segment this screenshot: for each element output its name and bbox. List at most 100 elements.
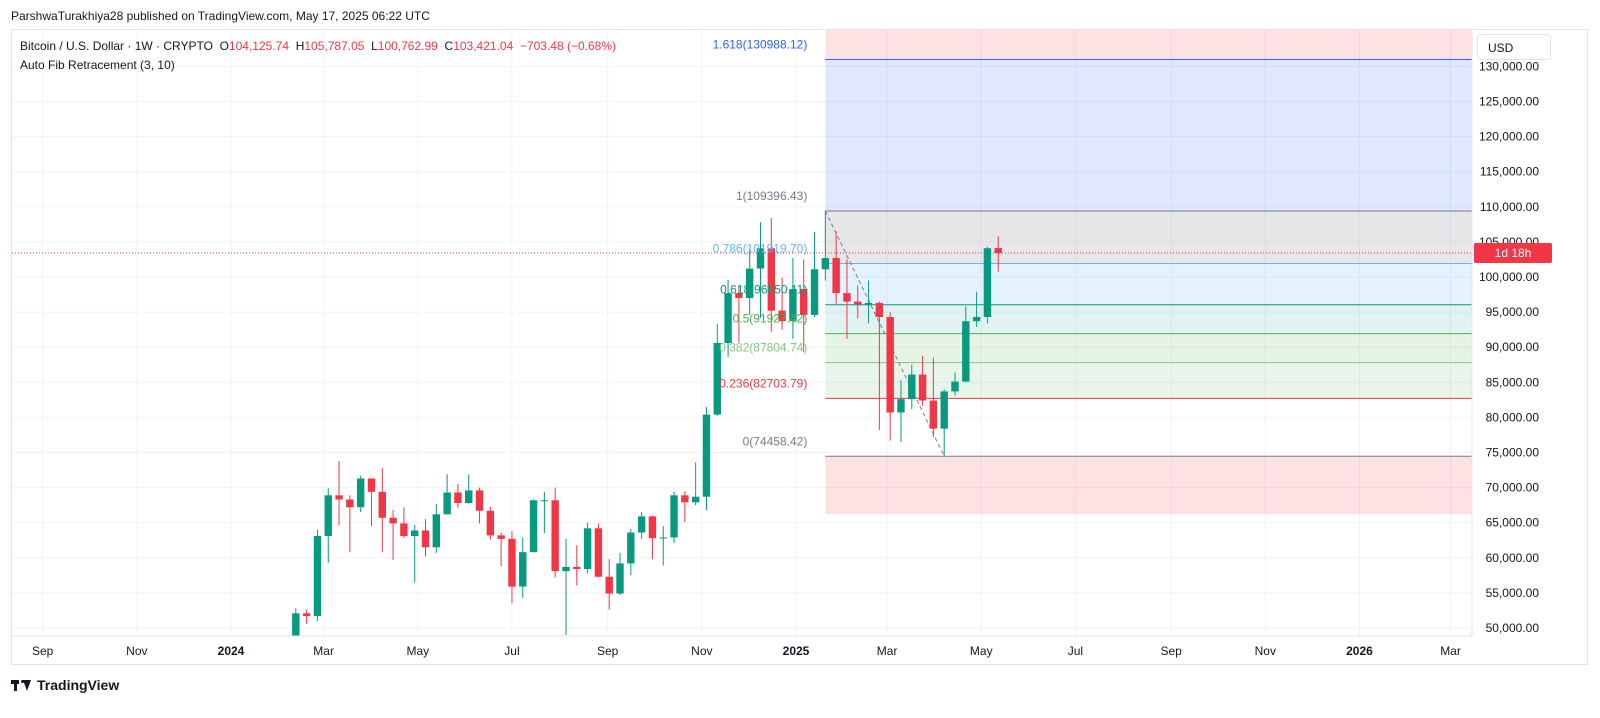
symbol-label[interactable]: Bitcoin / U.S. Dollar · 1W · CRYPTO xyxy=(20,39,213,53)
price-tick-label: 130,000.00 xyxy=(1479,59,1539,73)
candle[interactable] xyxy=(346,495,354,553)
candle[interactable] xyxy=(864,280,873,324)
candle[interactable] xyxy=(594,523,603,578)
candle[interactable] xyxy=(659,526,667,566)
candle[interactable] xyxy=(281,639,288,681)
candle[interactable] xyxy=(540,491,549,534)
fib-labels: 0(74458.42) 0.236(82703.79) 0.382(87804.74… xyxy=(713,37,808,448)
candle[interactable] xyxy=(389,510,397,560)
candle[interactable] xyxy=(994,236,1002,272)
candle-body xyxy=(918,374,927,401)
candle[interactable] xyxy=(724,279,732,358)
candle[interactable] xyxy=(302,609,311,624)
candle[interactable] xyxy=(313,529,322,621)
candle[interactable] xyxy=(475,487,484,524)
candle[interactable] xyxy=(854,285,862,319)
candle[interactable] xyxy=(713,324,721,416)
candlesticks[interactable] xyxy=(271,211,1002,686)
candle[interactable] xyxy=(832,231,840,304)
candle-body xyxy=(465,490,473,504)
candle[interactable] xyxy=(778,277,786,330)
candle[interactable] xyxy=(421,519,430,557)
candle[interactable] xyxy=(356,475,365,513)
candle[interactable] xyxy=(432,503,441,553)
candle[interactable] xyxy=(875,301,884,431)
candle[interactable] xyxy=(454,484,462,508)
candle[interactable] xyxy=(962,306,970,383)
candle[interactable] xyxy=(810,232,819,318)
candle[interactable] xyxy=(486,506,495,540)
candle[interactable] xyxy=(681,491,689,522)
candle[interactable] xyxy=(918,355,927,407)
fib-level-label: 0.786(101919.70) xyxy=(713,242,808,256)
candle[interactable] xyxy=(508,531,516,604)
candle-body xyxy=(972,317,981,322)
candle[interactable] xyxy=(562,538,570,636)
candle[interactable] xyxy=(292,608,300,644)
ohlc-legend[interactable]: Bitcoin / U.S. Dollar · 1W · CRYPTO O104… xyxy=(20,39,616,53)
currency-button[interactable]: USD xyxy=(1477,34,1551,60)
time-axis[interactable]: Sep Nov 2024 Mar May Jul Sep Nov 2025 Mar May Jul Se… xyxy=(12,635,1472,658)
candle[interactable] xyxy=(648,515,657,560)
candle[interactable] xyxy=(367,478,376,527)
candle[interactable] xyxy=(529,499,538,553)
time-tick-label: Nov xyxy=(1255,644,1276,658)
chart-frame[interactable] xyxy=(11,29,1588,665)
candle[interactable] xyxy=(400,507,408,539)
candle[interactable] xyxy=(465,474,473,504)
candle[interactable] xyxy=(735,285,743,343)
time-tick-label: Nov xyxy=(126,644,147,658)
candle[interactable] xyxy=(821,211,830,281)
candle[interactable] xyxy=(443,474,451,515)
candle[interactable] xyxy=(271,674,278,685)
candle[interactable] xyxy=(670,491,678,544)
price-tick-label: 70,000.00 xyxy=(1486,481,1540,495)
candle[interactable] xyxy=(411,524,419,583)
candle[interactable] xyxy=(324,488,332,563)
tradingview-footer[interactable]: TradingView xyxy=(11,677,119,693)
candle[interactable] xyxy=(886,312,894,441)
candle[interactable] xyxy=(800,259,808,353)
candle[interactable] xyxy=(972,291,981,327)
candle[interactable] xyxy=(605,559,613,610)
fib-trend-line xyxy=(824,210,945,457)
candle-body xyxy=(983,248,992,318)
candle[interactable] xyxy=(637,512,646,539)
candle[interactable] xyxy=(745,248,754,315)
candle[interactable] xyxy=(616,552,624,596)
candle[interactable] xyxy=(951,372,959,396)
candle[interactable] xyxy=(897,380,905,442)
fib-level-label: 0.618(96050.11) xyxy=(720,283,807,297)
candle[interactable] xyxy=(691,462,700,506)
candle[interactable] xyxy=(756,222,765,318)
candle-body xyxy=(897,399,905,413)
candle[interactable] xyxy=(583,522,592,574)
candle-body xyxy=(745,268,754,299)
candle[interactable] xyxy=(767,218,776,332)
candle[interactable] xyxy=(789,258,797,339)
candle[interactable] xyxy=(573,545,581,586)
indicator-legend[interactable]: Auto Fib Retracement (3, 10) xyxy=(20,58,175,72)
candle[interactable] xyxy=(940,389,948,457)
candle[interactable] xyxy=(378,467,386,553)
candle[interactable] xyxy=(702,406,711,511)
candle-body xyxy=(605,576,613,594)
candle-body xyxy=(962,321,970,382)
fib-zone xyxy=(825,211,1472,264)
candle[interactable] xyxy=(519,537,527,598)
candle[interactable] xyxy=(497,532,505,567)
candle-body xyxy=(432,514,441,548)
price-tick-label: 55,000.00 xyxy=(1486,586,1540,600)
price-axis[interactable]: 50,000.00 55,000.00 60,000.00 65,000.00 70,0… xyxy=(1471,30,1587,636)
candle[interactable] xyxy=(627,529,635,576)
time-tick-label: Sep xyxy=(597,644,619,658)
candle[interactable] xyxy=(843,259,851,339)
candle-body xyxy=(443,492,451,515)
candle[interactable] xyxy=(929,357,938,438)
candle-body xyxy=(281,640,288,677)
candle[interactable] xyxy=(908,364,916,409)
candle[interactable] xyxy=(335,460,343,526)
candle[interactable] xyxy=(983,246,992,324)
candle[interactable] xyxy=(551,487,559,578)
